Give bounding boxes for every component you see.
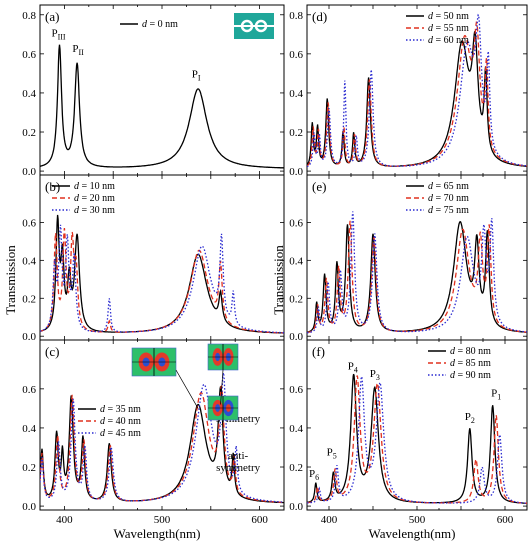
peak-annotation: P3 [370, 368, 380, 382]
x-axis-label-left: Wavelength(nm) [113, 526, 200, 541]
legend-entry: d = 50 nm [428, 11, 469, 22]
peak-annotation: P1 [491, 388, 501, 402]
peak-annotation: symmetry [216, 462, 260, 474]
y-tick-label: 0.0 [289, 501, 303, 513]
legend-entry: d = 10 nm [74, 181, 115, 192]
y-tick-label: 0.6 [289, 217, 303, 229]
y-tick-label: 0.2 [289, 127, 303, 139]
panel-c: 400 500 600 0.0 0.2 0.4 0.6 (c) d = 35 nmd = 40 … [22, 339, 285, 526]
panel-label: (f) [312, 344, 325, 359]
x-tick-label: 600 [497, 514, 514, 526]
series-line-1 [40, 386, 284, 504]
x-tick-label: 400 [321, 514, 338, 526]
series-line-1 [307, 31, 527, 167]
y-tick-label: 0.4 [289, 255, 303, 267]
legend-entry: d = 70 nm [428, 193, 469, 204]
panel-f: 400 500 600 0.0 0.2 0.4 0.6 (f) d = 80 nmd = 85 … [289, 339, 528, 526]
series-line-2 [307, 220, 527, 334]
panel-b: 0.00.20.40.6(b) d = 10 nmd = 20 nmd = 30 … [22, 174, 285, 343]
peak-annotation: P2 [465, 411, 475, 425]
y-axis-label-right: Transmission [271, 245, 286, 315]
series-line-1 [307, 220, 527, 333]
legend-entry: d = 20 nm [74, 193, 115, 204]
mode-profile-a-icon [131, 347, 177, 377]
y-tick-label: 0.0 [22, 331, 36, 343]
y-tick-label: 0.4 [289, 423, 303, 435]
peak-annotation: P4 [348, 360, 358, 374]
y-axis-label-left: Transmission [3, 245, 18, 315]
y-tick-label: 0.8 [289, 10, 303, 22]
peak-annotation: P6 [309, 468, 319, 482]
legend-entry: d = 55 nm [428, 23, 469, 34]
double-ring-icon [234, 13, 274, 39]
legend-entry: d = 75 nm [428, 205, 469, 216]
y-tick-label: 0.8 [22, 10, 36, 22]
y-tick-label: 0.2 [289, 293, 303, 305]
x-tick-label: 400 [56, 514, 73, 526]
y-tick-label: 0.4 [22, 88, 36, 100]
y-tick-label: 0.0 [22, 166, 36, 178]
panel-d: 0.0 0.2 0.4 0.6 0.8 (d) d = 50 nmd = 55 nmd = … [289, 4, 528, 178]
series-line-1 [40, 44, 284, 169]
x-tick-label: 500 [154, 514, 171, 526]
series-line-2 [307, 375, 527, 504]
legend-entry: d = 80 nm [450, 346, 491, 357]
inset-pointer [220, 369, 224, 405]
panel-a: 0.0 0.2 0.4 0.6 0.8 (a) d = 0 nm PIII PII PI [22, 4, 285, 178]
legend-entry: d = 90 nm [450, 370, 491, 381]
mode-profile-b-icon [207, 343, 239, 371]
y-tick-label: 0.2 [22, 462, 36, 474]
panel-label: (d) [312, 9, 327, 24]
x-tick-label: 600 [251, 514, 268, 526]
peak-annotation: PIII [51, 27, 65, 41]
y-tick-label: 0.6 [22, 49, 36, 61]
y-tick-label: 0.2 [22, 293, 36, 305]
x-tick-label: 500 [409, 514, 426, 526]
series-line-3 [40, 224, 284, 334]
y-tick-label: 0.6 [289, 384, 303, 396]
legend-entry: d = 40 nm [100, 416, 141, 427]
legend-entry: d = 85 nm [450, 358, 491, 369]
y-tick-label: 0.2 [289, 462, 303, 474]
y-tick-label: 0.6 [289, 49, 303, 61]
peak-annotation: PI [192, 68, 201, 82]
y-tick-label: 0.4 [22, 255, 36, 267]
panels: 0.00.20.40.60.8 (a)d = 0 nmPIIIPIIPI0.00.… [22, 4, 528, 526]
series-line-2 [40, 385, 284, 504]
y-tick-label: 0.0 [22, 501, 36, 513]
y-tick-label: 0.6 [22, 384, 36, 396]
series-line-2 [40, 227, 284, 334]
panel-label: (c) [45, 344, 59, 359]
series-line-3 [307, 13, 527, 168]
y-tick-label: 0.4 [289, 88, 303, 100]
panel-e: 0.0 0.2 0.4 0.6 (e) d = 65 nmd = 70 nmd = 75 … [289, 174, 528, 343]
peak-annotation: P5 [327, 446, 337, 460]
y-tick-label: 0.2 [22, 127, 36, 139]
legend-entry: d = 45 nm [100, 428, 141, 439]
y-tick-label: 0.0 [289, 331, 303, 343]
legend-entry: d = 35 nm [100, 404, 141, 415]
series-line-3 [40, 372, 284, 503]
peak-annotation: PII [72, 43, 84, 57]
peak-annotation: anti- [228, 450, 248, 462]
mode-profile-c-icon [207, 395, 239, 421]
y-tick-label: 0.0 [289, 166, 303, 178]
inset-pointer [175, 369, 199, 409]
legend-entry: d = 60 nm [428, 35, 469, 46]
series-line-3 [307, 211, 527, 334]
legend-entry: d = 0 nm [142, 19, 178, 30]
panel-label: (e) [312, 179, 326, 194]
series-line-2 [307, 21, 527, 167]
y-tick-label: 0.4 [22, 423, 36, 435]
x-axis-label-right: Wavelength(nm) [368, 526, 455, 541]
y-tick-label: 0.6 [22, 217, 36, 229]
panel-label: (a) [45, 9, 59, 24]
legend-entry: d = 30 nm [74, 205, 115, 216]
legend-entry: d = 65 nm [428, 181, 469, 192]
